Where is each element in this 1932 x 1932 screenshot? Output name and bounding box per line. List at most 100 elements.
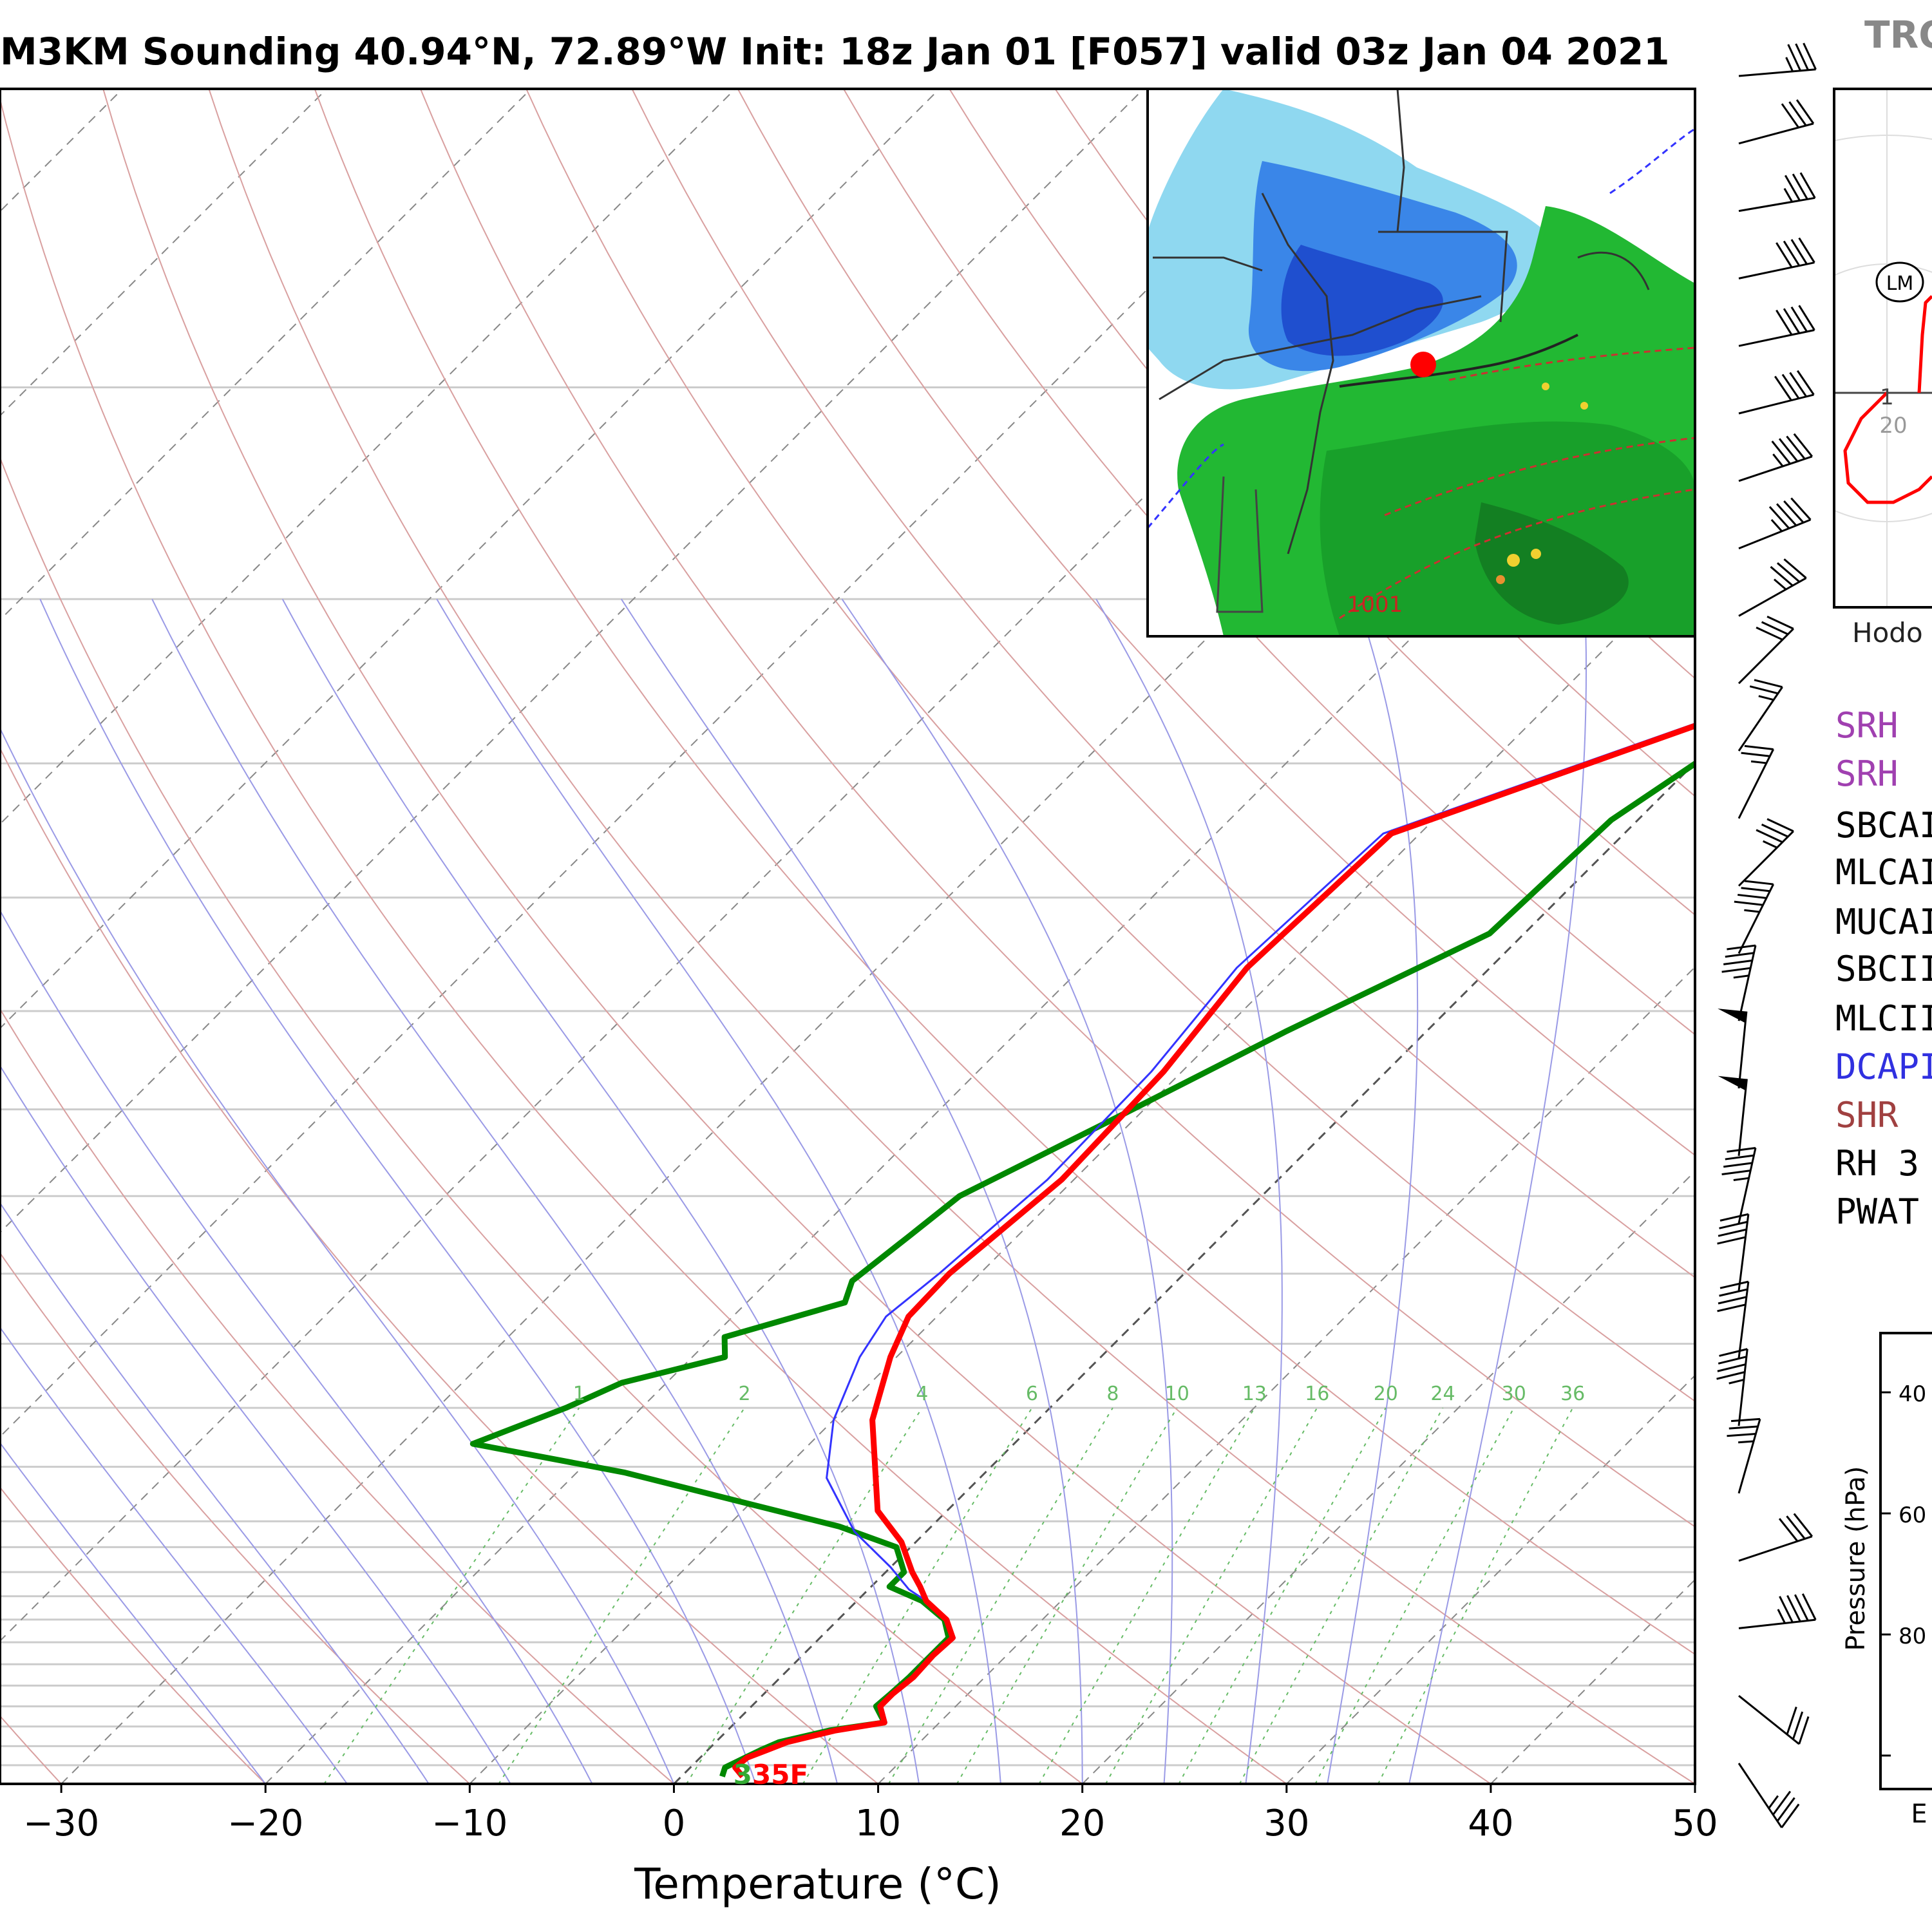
x-tick-label--10: −10	[431, 1803, 507, 1844]
surface-dewpoint-label: 3	[734, 1759, 752, 1790]
wind-barb-6	[1738, 433, 1814, 482]
x-tick-label--20: −20	[227, 1803, 303, 1844]
wind-barb-16	[1718, 1075, 1748, 1156]
x-axis-label: Temperature (°C)	[634, 1859, 1001, 1909]
dry-adiabat-40	[102, 89, 1492, 1784]
moist-adiabat-24	[841, 598, 1173, 1784]
isotherm--90	[0, 89, 532, 621]
dry-adiabat--20	[0, 1486, 266, 1784]
isotherm--50	[0, 89, 1349, 1438]
wind-barb-22	[1738, 1513, 1814, 1562]
dry-adiabat-70	[419, 89, 1695, 1528]
skewt-background	[0, 89, 1695, 1784]
wind-barb-0	[1738, 43, 1817, 77]
x-tick-label-30: 30	[1264, 1803, 1309, 1844]
mixing-ratio-line-24	[1238, 1407, 1444, 1784]
page-title: M3KM Sounding 40.94°N, 72.89°W Init: 18z…	[0, 30, 1670, 73]
dry-adiabat-lines	[0, 89, 1695, 1784]
inset-isobar-label: 1001	[1347, 592, 1403, 618]
isotherm--100	[0, 89, 328, 417]
index-srh-2: SRH	[1835, 753, 1899, 794]
dry-adiabat--30	[0, 1714, 62, 1784]
moist-adiabat-28	[1095, 598, 1283, 1784]
dry-adiabat-110	[843, 89, 1695, 1036]
mixing-ratio-label-13: 13	[1242, 1383, 1267, 1405]
isotherm--80	[0, 89, 736, 826]
wind-barb-20	[1716, 1348, 1748, 1426]
wind-barb-7	[1738, 497, 1812, 549]
mixing-ratio-line-10	[956, 1407, 1178, 1784]
dry-adiabat-0	[0, 1007, 675, 1784]
pressure-panel-footer: E	[1911, 1799, 1927, 1829]
index-pwat: PWAT	[1835, 1191, 1920, 1232]
wind-barb-14	[1721, 944, 1757, 1021]
wind-barb-3	[1738, 237, 1815, 279]
x-tick-label-10: 10	[855, 1803, 901, 1844]
isotherm--10	[469, 557, 1695, 1784]
plot-frame	[0, 88, 1696, 1785]
wind-barb-25	[1738, 1763, 1800, 1828]
sounding-profiles	[469, 723, 1695, 1779]
wind-barb-23	[1738, 1593, 1817, 1629]
wind-barb-18	[1717, 1213, 1750, 1291]
moist-adiabat--16	[0, 1326, 348, 1784]
mixing-ratio-label-2: 2	[739, 1383, 751, 1405]
hodograph-storm-motion-label: LM	[1886, 272, 1914, 295]
x-tick-label-50: 50	[1672, 1803, 1718, 1844]
sounding-location-marker	[1410, 352, 1436, 377]
moist-adiabat-lines	[0, 598, 1587, 1784]
moist-adiabat-32	[1327, 598, 1419, 1784]
mixing-ratio-label-6: 6	[1026, 1383, 1038, 1405]
pressure-profile-panel: 40 60 80 Pressure (hPa) E	[1841, 1332, 1932, 1829]
wind-barb-10	[1738, 679, 1783, 752]
index-srh-1: SRH	[1835, 705, 1899, 746]
x-tick-label-20: 20	[1059, 1803, 1105, 1844]
pressure-tick-60: 60	[1899, 1502, 1926, 1528]
wind-barb-17	[1721, 1146, 1757, 1224]
mixing-ratio-line-4	[686, 1407, 923, 1784]
mixing-ratio-line-2	[498, 1407, 745, 1784]
hodograph-caption: Hodo	[1852, 617, 1923, 649]
index-sbcin: SBCII	[1835, 949, 1932, 989]
index-rh: RH 3	[1835, 1143, 1920, 1184]
wind-barb-12	[1738, 818, 1794, 887]
inset-radar-map: 1001	[1146, 88, 1696, 638]
moist-adiabat-0	[0, 726, 675, 1784]
dry-adiabat-90	[631, 89, 1695, 1278]
wind-barb-8	[1738, 558, 1807, 617]
index-sbcape: SBCAI	[1835, 805, 1932, 846]
wind-barb-1	[1738, 99, 1815, 145]
trop-panel-title: TRO	[1864, 13, 1932, 57]
hodograph-ring-label-20: 20	[1879, 413, 1907, 439]
moist-adiabat-8	[151, 598, 838, 1784]
mixing-ratio-line-30	[1314, 1407, 1515, 1784]
index-mlcin: MLCII	[1835, 998, 1932, 1039]
x-tick-label--30: −30	[23, 1803, 99, 1844]
hodograph-panel: LM 1 20	[1833, 88, 1932, 609]
dry-adiabat-80	[526, 89, 1695, 1403]
pressure-axis-label: Pressure (hPa)	[1841, 1466, 1871, 1651]
dry-adiabat--10	[0, 1252, 470, 1784]
wind-barb-21	[1727, 1417, 1761, 1494]
dry-adiabat-50	[208, 89, 1695, 1784]
wind-barb-15	[1718, 1009, 1748, 1089]
x-tick-label-40: 40	[1468, 1803, 1513, 1844]
moist-adiabat-16	[436, 598, 1001, 1784]
wind-barb-9	[1738, 616, 1794, 685]
dry-adiabat-120	[949, 89, 1695, 916]
pressure-tick-40: 40	[1899, 1381, 1926, 1407]
moist-adiabat--8	[0, 1065, 511, 1784]
mixing-ratio-line-20	[1178, 1407, 1387, 1784]
index-mlcape: MLCAI	[1835, 852, 1932, 893]
wind-barb-13	[1734, 880, 1775, 954]
isotherm--70	[0, 89, 940, 1030]
mixing-ratio-line-13	[1038, 1407, 1255, 1784]
pressure-tick-80: 80	[1899, 1624, 1926, 1649]
mixing-ratio-label-10: 10	[1165, 1383, 1189, 1405]
mixing-ratio-label-24: 24	[1430, 1383, 1455, 1405]
isotherm-0	[673, 761, 1695, 1784]
mixing-ratio-label-30: 30	[1502, 1383, 1526, 1405]
mixing-ratio-label-4: 4	[916, 1383, 928, 1405]
temperature-profile	[732, 723, 1695, 1779]
